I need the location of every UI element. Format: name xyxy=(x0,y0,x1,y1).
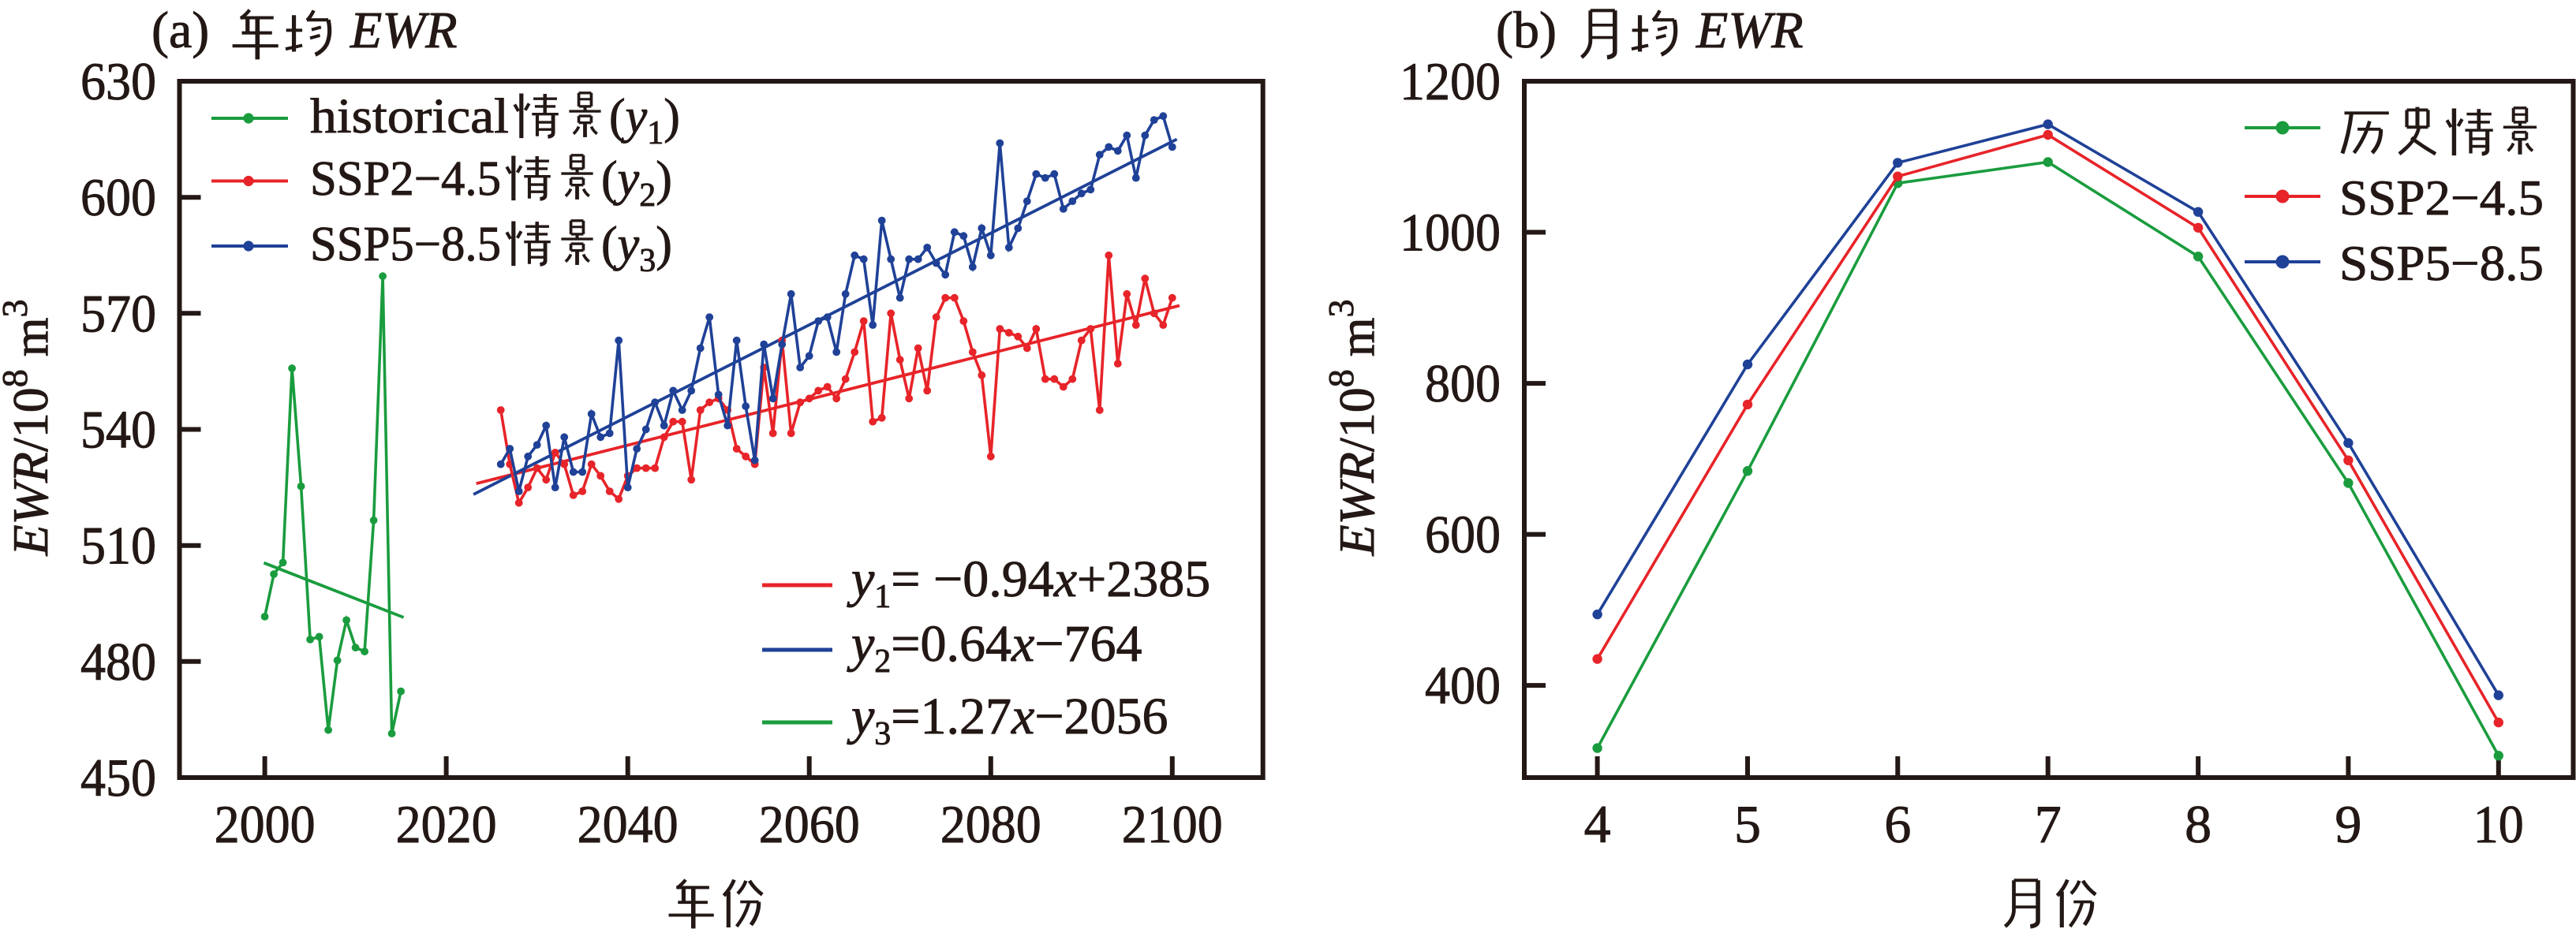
svg-text:450: 450 xyxy=(80,748,156,808)
svg-text:600: 600 xyxy=(1425,505,1501,565)
svg-text:1200: 1200 xyxy=(1400,51,1501,111)
svg-text:(y3): (y3) xyxy=(601,218,672,279)
svg-text:8: 8 xyxy=(2185,794,2211,854)
svg-text:SSP2−4.5: SSP2−4.5 xyxy=(310,152,501,206)
svg-text:2000: 2000 xyxy=(215,794,316,854)
svg-text:EWR: EWR xyxy=(1696,2,1804,59)
svg-text:(y1): (y1) xyxy=(609,90,680,151)
svg-text:6: 6 xyxy=(1884,794,1911,854)
svg-text:SSP2−4.5: SSP2−4.5 xyxy=(2339,170,2544,226)
svg-text:historical: historical xyxy=(310,90,509,144)
svg-text:9: 9 xyxy=(2335,794,2361,854)
svg-text:2020: 2020 xyxy=(396,794,497,854)
svg-text:(a): (a) xyxy=(151,2,209,59)
svg-text:y3=1.27x−2056: y3=1.27x−2056 xyxy=(847,688,1168,752)
svg-text:600: 600 xyxy=(80,167,156,227)
svg-text:570: 570 xyxy=(80,283,156,343)
svg-text:5: 5 xyxy=(1734,794,1761,854)
svg-text:EWR: EWR xyxy=(350,2,458,59)
svg-text:630: 630 xyxy=(80,51,156,111)
svg-text:(y2): (y2) xyxy=(601,152,672,214)
svg-text:2040: 2040 xyxy=(578,794,679,854)
svg-text:EWR/108 m3: EWR/108 m3 xyxy=(1321,299,1385,556)
svg-text:y2=0.64x−764: y2=0.64x−764 xyxy=(847,615,1142,680)
svg-text:540: 540 xyxy=(80,400,156,460)
svg-text:SSP5−8.5: SSP5−8.5 xyxy=(2339,235,2544,291)
svg-text:510: 510 xyxy=(80,516,156,576)
svg-text:y1= −0.94x+2385: y1= −0.94x+2385 xyxy=(847,550,1210,615)
svg-text:(b): (b) xyxy=(1496,2,1557,59)
svg-text:480: 480 xyxy=(80,632,156,692)
svg-text:800: 800 xyxy=(1425,353,1501,413)
svg-text:2060: 2060 xyxy=(759,794,860,854)
svg-text:400: 400 xyxy=(1425,655,1501,715)
svg-text:10: 10 xyxy=(2473,794,2524,854)
svg-text:7: 7 xyxy=(2035,794,2062,854)
svg-text:2100: 2100 xyxy=(1122,794,1223,854)
svg-text:1000: 1000 xyxy=(1400,203,1501,263)
svg-text:4: 4 xyxy=(1584,794,1611,854)
svg-text:SSP5−8.5: SSP5−8.5 xyxy=(310,218,501,271)
svg-text:2080: 2080 xyxy=(940,794,1041,854)
svg-text:EWR/108 m3: EWR/108 m3 xyxy=(0,299,58,556)
